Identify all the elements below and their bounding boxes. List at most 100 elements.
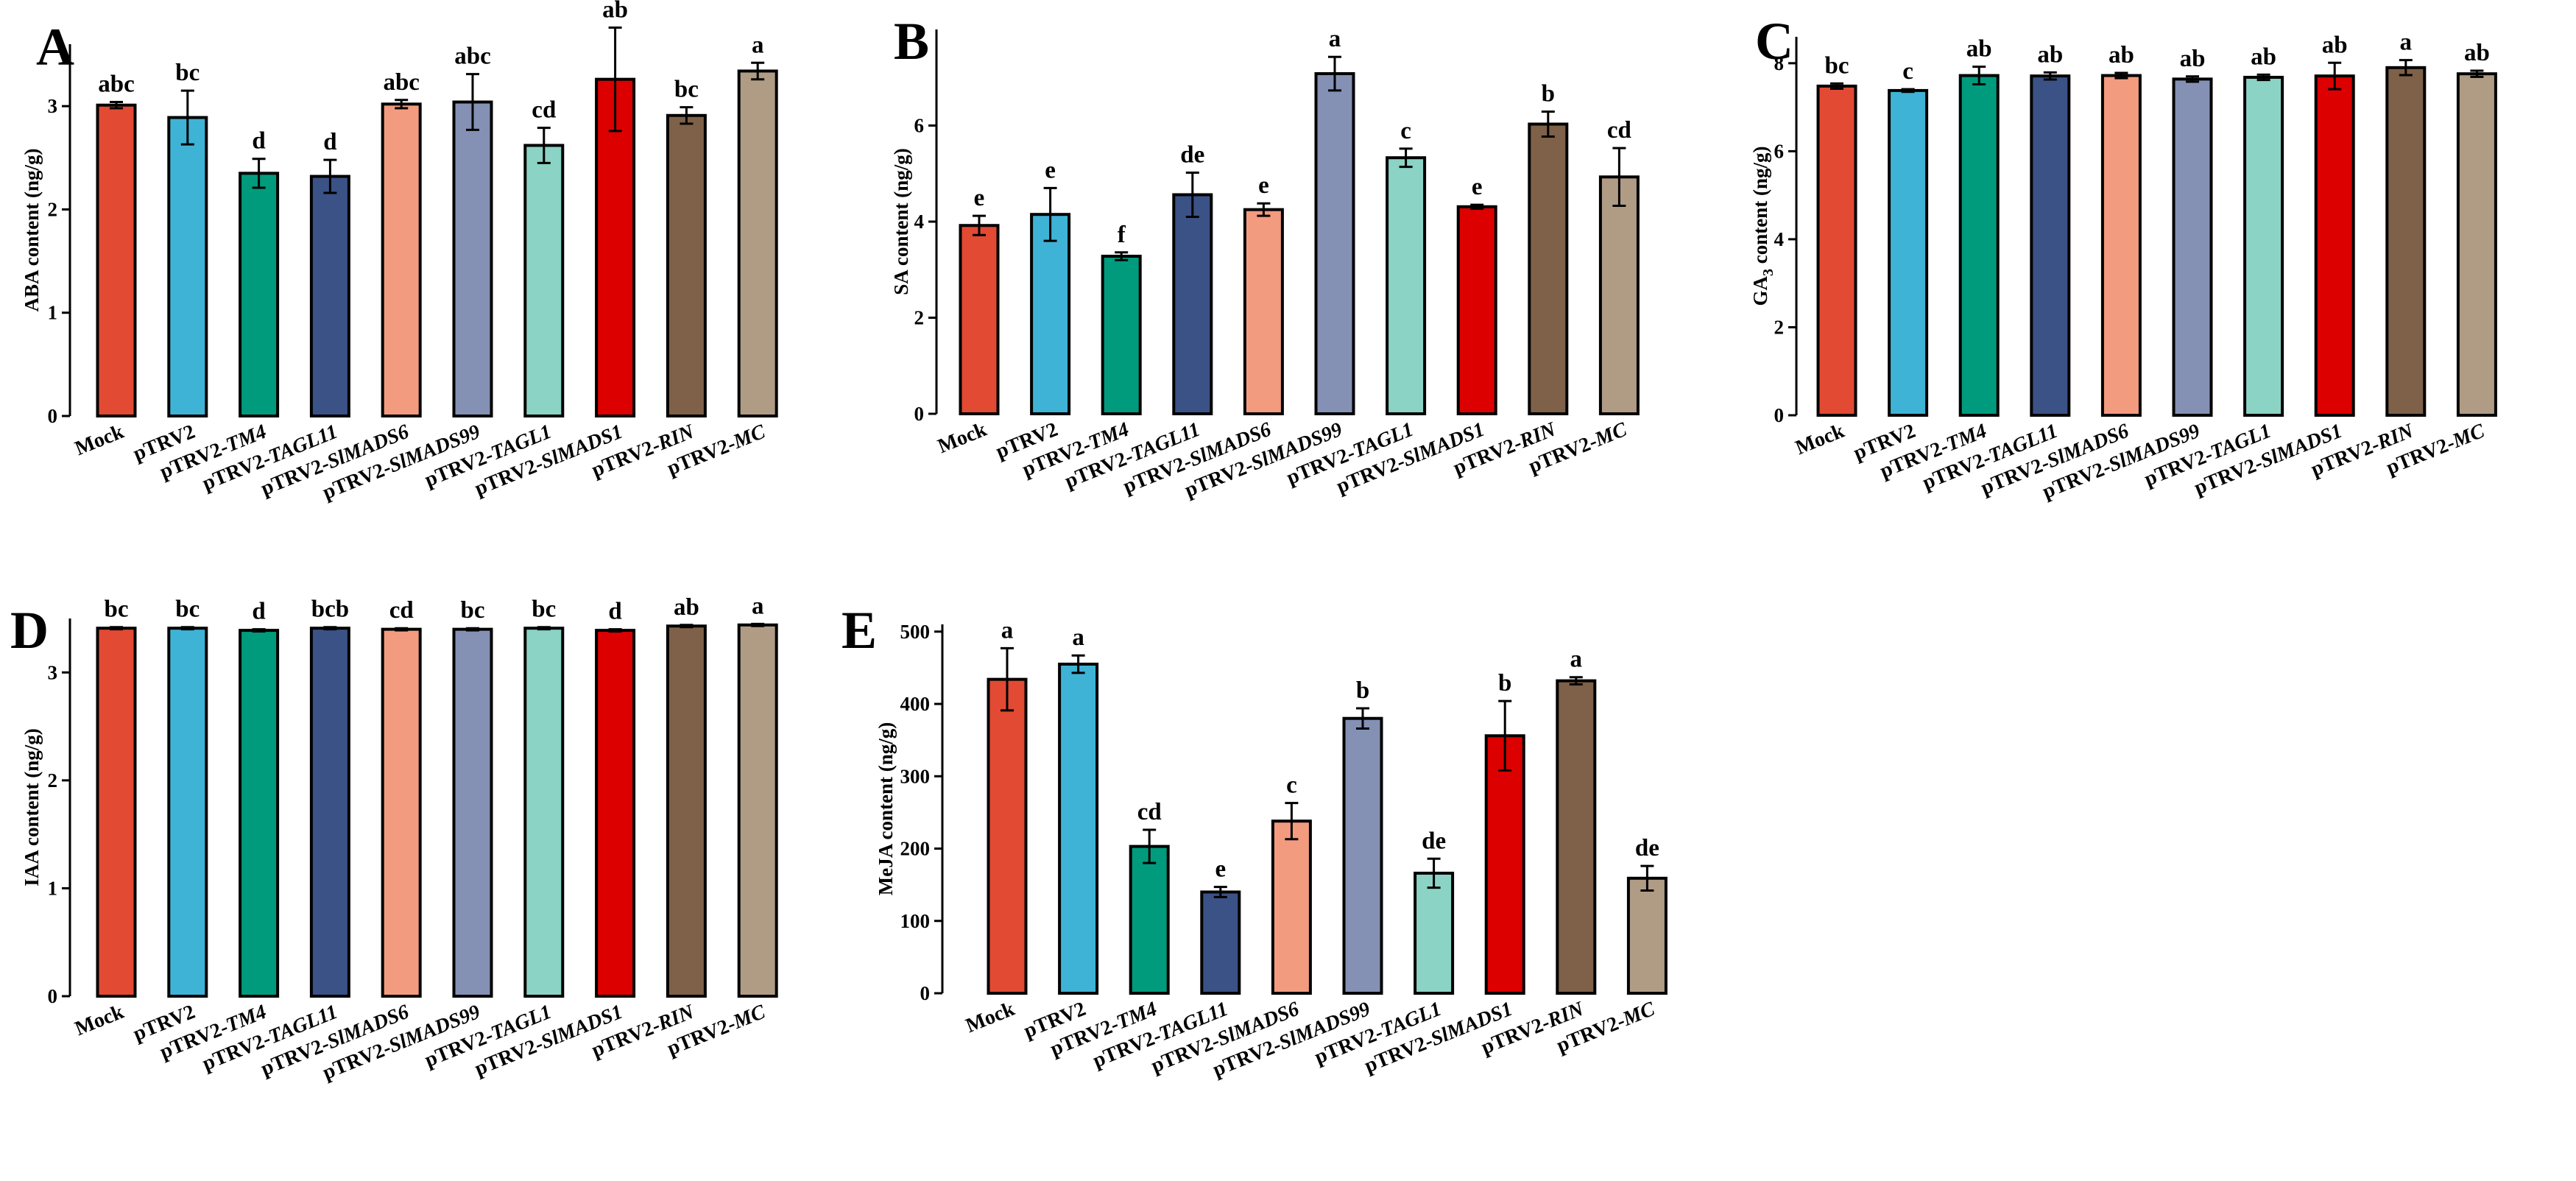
bar <box>1271 819 1312 995</box>
y-tick-label: 0 <box>48 405 58 427</box>
bar <box>523 627 565 998</box>
bar <box>1129 845 1170 995</box>
significance-label: bc <box>461 597 485 624</box>
bar <box>1342 716 1383 995</box>
bar <box>1414 871 1455 995</box>
bar <box>1386 156 1427 415</box>
panel-letter: D <box>10 601 49 660</box>
significance-label: e <box>1258 172 1269 199</box>
bar <box>1626 876 1668 995</box>
significance-label: bc <box>105 596 129 623</box>
y-tick-label: 1 <box>48 877 58 899</box>
x-tick-label: Mock <box>935 418 990 459</box>
significance-label: ab <box>674 594 699 621</box>
bar <box>1888 88 1929 417</box>
significance-label: ab <box>2037 41 2063 68</box>
bar <box>1556 679 1597 995</box>
y-tick-label: 3 <box>48 661 58 683</box>
significance-label: f <box>1118 222 1126 248</box>
panel-letter: A <box>36 18 74 77</box>
bar <box>595 77 636 417</box>
significance-label: b <box>1542 81 1555 107</box>
x-tick-label: Mock <box>963 998 1018 1038</box>
bar <box>381 102 422 417</box>
significance-label: c <box>1400 118 1411 144</box>
significance-label: cd <box>1607 117 1631 144</box>
y-tick-label: 6 <box>1774 140 1785 162</box>
bar <box>452 100 493 418</box>
significance-label: abc <box>454 43 491 70</box>
y-tick-label: 300 <box>900 765 931 787</box>
significance-label: bc <box>532 596 556 623</box>
significance-label: bcb <box>311 596 349 623</box>
bar <box>2243 75 2284 417</box>
y-tick-label: 2 <box>48 769 58 792</box>
significance-label: cd <box>389 597 414 624</box>
bar <box>1243 208 1284 415</box>
bar <box>309 174 350 418</box>
bar <box>1101 254 1142 416</box>
significance-label: cd <box>1137 799 1162 825</box>
y-tick-label: 3 <box>48 95 58 117</box>
significance-label: e <box>974 185 985 211</box>
y-tick-label: 0 <box>48 985 58 1007</box>
y-tick-label: 0 <box>1774 404 1785 426</box>
x-tick-label: Mock <box>1793 420 1848 460</box>
significance-label: c <box>1286 772 1297 799</box>
y-tick-label: 100 <box>900 910 931 932</box>
y-tick-label: 500 <box>900 621 931 643</box>
significance-label: d <box>608 599 621 625</box>
bar <box>1030 213 1071 415</box>
significance-label: e <box>1472 174 1483 200</box>
significance-label: a <box>752 32 764 58</box>
significance-label: abc <box>98 71 135 98</box>
significance-label: bc <box>1825 52 1849 79</box>
significance-label: de <box>1180 141 1204 168</box>
y-tick-label: 0 <box>914 403 925 425</box>
significance-label: a <box>2400 29 2413 56</box>
y-tick-label: 6 <box>914 115 925 137</box>
bar <box>959 224 1000 415</box>
y-tick-label: 2 <box>1774 316 1785 338</box>
bar <box>2314 74 2355 417</box>
significance-label: ab <box>2180 46 2206 72</box>
bar <box>167 116 208 417</box>
panel-letter: C <box>1755 12 1793 71</box>
significance-label: d <box>323 129 336 155</box>
significance-label: bc <box>674 77 699 103</box>
bar <box>96 103 137 417</box>
bar <box>666 624 707 998</box>
bar <box>381 627 422 998</box>
significance-label: ab <box>1966 36 1992 63</box>
bar <box>167 627 208 998</box>
y-tick-label: 2 <box>914 307 925 329</box>
significance-label: de <box>1635 835 1659 861</box>
significance-label: d <box>252 599 265 625</box>
y-axis-label: SA content (ng/g) <box>890 148 912 295</box>
bar <box>1456 205 1497 415</box>
significance-label: abc <box>383 69 420 96</box>
bar <box>1172 193 1213 415</box>
significance-label: de <box>1422 828 1446 854</box>
y-tick-label: 4 <box>1774 228 1785 250</box>
panel-letter: B <box>894 12 929 71</box>
significance-label: a <box>1001 617 1014 644</box>
bar <box>309 627 350 998</box>
bar <box>1598 175 1640 415</box>
panel-letter: E <box>841 601 877 660</box>
bar <box>239 172 280 417</box>
y-axis-label: MeJA content (ng/g) <box>875 722 897 895</box>
significance-label: e <box>1045 157 1056 183</box>
significance-label: a <box>1072 624 1084 651</box>
bar <box>523 144 565 417</box>
bar <box>1958 74 2000 417</box>
x-tick-label: Mock <box>72 420 127 461</box>
significance-label: a <box>1329 26 1341 52</box>
bar <box>2456 72 2497 417</box>
bar <box>2100 74 2142 417</box>
bar <box>1058 663 1099 995</box>
significance-label: ab <box>602 0 628 24</box>
